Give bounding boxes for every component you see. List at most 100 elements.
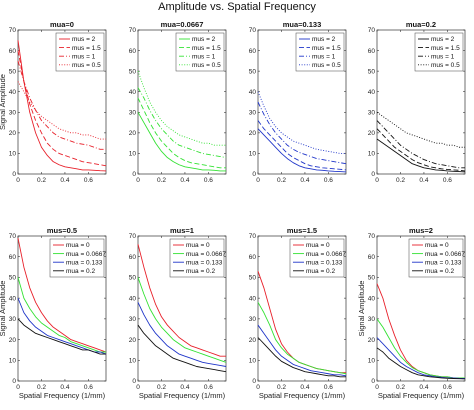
- y-tick-label: 60: [249, 48, 257, 55]
- series-line-3: [376, 337, 466, 379]
- legend-entry: mus = 0.5: [312, 62, 341, 69]
- legend-entry: mua = 0: [306, 242, 330, 249]
- y-tick-label: 0: [371, 378, 375, 385]
- y-tick-label: 40: [9, 89, 17, 96]
- x-tick-label: 0.4: [60, 384, 69, 391]
- x-tick-label: 0.2: [396, 384, 405, 391]
- y-tick-label: 20: [368, 337, 376, 344]
- y-tick-label: 40: [129, 89, 137, 96]
- legend-entry: mus = 1: [72, 53, 96, 60]
- x-tick-label: 0.6: [324, 177, 333, 184]
- y-tick-label: 0: [371, 171, 375, 178]
- series-line-4: [137, 324, 227, 373]
- legend-entry: mua = 0.0667: [425, 251, 465, 258]
- series-line-4: [17, 81, 106, 140]
- subplot-8: mus=2 0 10 20 30 40 50 60 70 0 0.2 0.4 0.6 Signal Amp…: [357, 226, 466, 400]
- legend-entry: mua = 0: [66, 242, 90, 249]
- y-tick-label: 20: [9, 337, 17, 344]
- y-tick-label: 50: [368, 275, 376, 282]
- subplot-title: mus=1.5: [287, 226, 317, 235]
- y-tick-label: 40: [249, 295, 257, 302]
- series-line-2: [17, 50, 107, 167]
- x-tick-label: 0.2: [37, 384, 46, 391]
- subplot-title: mus=2: [409, 226, 433, 235]
- subplot-5: mus=0.5 0 10 20 30 40 50 60 70 0 0.2 0.4 0.6 Signal A…: [0, 226, 107, 400]
- subplot-title: mua=0.0667: [161, 20, 204, 29]
- y-tick-label: 40: [9, 295, 17, 302]
- y-tick-label: 50: [9, 68, 17, 75]
- y-tick-label: 70: [129, 233, 137, 240]
- series-line-2: [17, 277, 106, 353]
- subplot-3: mua=0.133 0 10 20 30 40 50 60 70 0 0.2 0.4 0.6 mus = …: [249, 20, 347, 184]
- series-line-3: [137, 87, 227, 158]
- y-tick-label: 70: [368, 27, 376, 34]
- series-line-4: [17, 318, 106, 355]
- y-tick-label: 10: [249, 357, 257, 364]
- y-tick-label: 60: [249, 254, 257, 261]
- y-tick-label: 30: [9, 109, 17, 116]
- y-tick-label: 10: [129, 151, 137, 158]
- y-tick-label: 30: [368, 316, 376, 323]
- y-tick-label: 30: [249, 316, 257, 323]
- x-tick-label: 0.6: [84, 177, 93, 184]
- legend-entry: mus = 1: [431, 53, 455, 60]
- legend-entry: mus = 0.5: [431, 62, 460, 69]
- y-tick-label: 10: [368, 357, 376, 364]
- legend-entry: mua = 0.133: [186, 259, 223, 266]
- x-tick-label: 0: [375, 384, 379, 391]
- legend-entry: mus = 2: [72, 36, 96, 43]
- y-tick-label: 10: [129, 357, 137, 364]
- legend-entry: mus = 1.5: [431, 45, 460, 52]
- y-tick-label: 30: [249, 109, 257, 116]
- legend-entry: mus = 1.5: [192, 45, 221, 52]
- x-tick-label: 0.6: [84, 384, 93, 391]
- series-line-1: [376, 138, 466, 173]
- y-tick-label: 0: [252, 171, 256, 178]
- y-tick-label: 50: [368, 68, 376, 75]
- legend-entry: mua = 0.0667: [186, 251, 226, 258]
- series-line-4: [376, 347, 466, 380]
- y-tick-label: 30: [129, 109, 137, 116]
- y-tick-label: 0: [132, 378, 136, 385]
- y-tick-label: 70: [249, 27, 257, 34]
- subplot-title: mus=0.5: [47, 226, 77, 235]
- x-tick-label: 0: [16, 177, 20, 184]
- y-tick-label: 0: [12, 378, 16, 385]
- y-tick-label: 70: [249, 233, 257, 240]
- legend-entry: mua = 0: [186, 242, 210, 249]
- legend-entry: mua = 0.0667: [306, 251, 346, 258]
- series-line-3: [17, 60, 106, 150]
- legend-entry: mua = 0.2: [425, 268, 454, 275]
- x-tick-label: 0: [136, 384, 140, 391]
- y-tick-label: 0: [12, 171, 16, 178]
- series-line-2: [376, 128, 466, 172]
- x-tick-label: 0: [256, 384, 260, 391]
- y-tick-label: 50: [129, 68, 137, 75]
- x-tick-label: 0: [256, 177, 260, 184]
- y-tick-label: 70: [129, 27, 137, 34]
- series-line-2: [137, 97, 226, 169]
- subplot-7: mus=1.5 0 10 20 30 40 50 60 70 0 0.2 0.4 0.6Spatial …: [249, 226, 347, 400]
- series-line-4: [257, 91, 346, 154]
- x-tick-label: 0.4: [419, 177, 428, 184]
- series-line-4: [137, 70, 226, 146]
- series-line-3: [376, 120, 465, 169]
- series-line-3: [137, 302, 227, 367]
- legend-entry: mua = 0.133: [425, 259, 462, 266]
- y-tick-label: 20: [9, 130, 17, 137]
- legend-entry: mus = 2: [312, 36, 336, 43]
- figure-title: Amplitude vs. Spatial Frequency: [158, 1, 316, 13]
- y-tick-label: 10: [368, 151, 376, 158]
- x-tick-label: 0.6: [443, 177, 452, 184]
- series-line-2: [257, 120, 347, 171]
- x-axis-label: Spatial Frequency (1/mm): [139, 391, 226, 400]
- subplot-title: mua=0.133: [283, 20, 322, 29]
- series-line-1: [257, 128, 347, 173]
